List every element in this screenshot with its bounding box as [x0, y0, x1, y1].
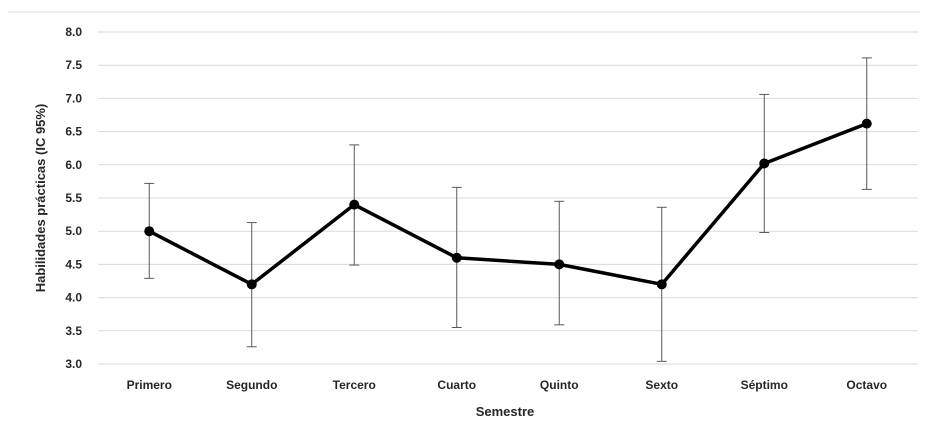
data-markers	[144, 118, 872, 290]
y-tick-label: 6.0	[65, 158, 82, 172]
data-point-2	[246, 279, 257, 290]
data-point-4	[451, 252, 462, 263]
y-tick-label: 5.5	[65, 191, 82, 205]
x-tick-label: Tercero	[333, 378, 376, 392]
x-tick-label: Octavo	[846, 378, 887, 392]
error-bars	[144, 57, 872, 362]
x-tick-label: Sexto	[645, 378, 678, 392]
data-point-5	[554, 259, 565, 270]
y-tick-label: 4.0	[65, 291, 82, 305]
gridlines	[98, 31, 918, 365]
data-point-7	[759, 158, 770, 169]
data-point-8	[861, 118, 872, 129]
x-axis-tick-labels: Primero Segundo Tercero Cuarto Quinto Sexto Sé…	[127, 378, 888, 392]
y-tick-label: 7.0	[65, 91, 82, 105]
series-line-group	[148, 122, 868, 287]
y-tick-label: 4.5	[65, 257, 82, 271]
x-tick-label: Quinto	[540, 378, 579, 392]
data-point-3	[349, 199, 360, 210]
y-tick-label: 3.5	[65, 324, 82, 338]
data-point-6	[656, 279, 667, 290]
x-tick-label: Cuarto	[437, 378, 476, 392]
x-axis-title: Semestre	[476, 404, 535, 419]
y-tick-label: 8.0	[65, 25, 82, 39]
series-line	[148, 122, 868, 287]
y-tick-label: 3.0	[65, 357, 82, 371]
y-tick-label: 6.5	[65, 125, 82, 139]
y-tick-label: 7.5	[65, 58, 82, 72]
y-tick-label: 5.0	[65, 224, 82, 238]
y-axis-title: Habilidades prácticas (IC 95%)	[33, 104, 48, 293]
data-point-1	[144, 226, 155, 237]
x-tick-label: Séptimo	[741, 378, 788, 392]
y-axis-tick-labels: 3.0 3.5 4.0 4.5 5.0 5.5 6.0 6.5 7.0 7.5 8.0	[65, 25, 82, 371]
x-tick-label: Primero	[127, 378, 172, 392]
x-tick-label: Segundo	[226, 378, 277, 392]
